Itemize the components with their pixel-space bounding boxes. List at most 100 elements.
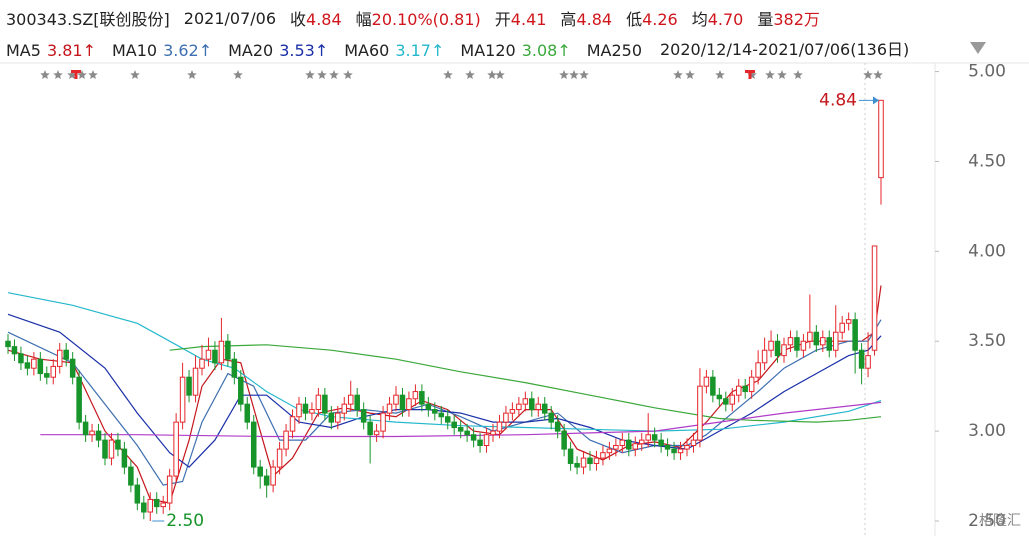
- candle-body: [18, 353, 24, 364]
- candle-body: [723, 398, 729, 405]
- event-star: [329, 70, 339, 79]
- event-star: [863, 70, 873, 79]
- event-flag: [71, 70, 81, 79]
- candle-body: [406, 398, 412, 411]
- ma-trend: ↑: [430, 40, 445, 60]
- candle-body: [212, 349, 218, 364]
- candle-body: [755, 362, 761, 378]
- date-range: 2020/12/14-2021/07/06(136日): [660, 40, 910, 59]
- candle-body: [496, 421, 503, 432]
- event-star: [317, 70, 327, 79]
- event-star: [443, 70, 453, 79]
- candle-body: [703, 376, 710, 387]
- quote-label: 低: [626, 10, 643, 29]
- event-star: [67, 70, 77, 79]
- quote-header: 300343.SZ[联创股份] 2021/07/06 收4.84 幅20.10%(…: [6, 6, 820, 30]
- candle-body: [432, 409, 438, 414]
- candle-body: [638, 439, 645, 445]
- quote-item: 收4.84: [290, 6, 342, 30]
- candle-body: [852, 319, 858, 351]
- candle-body: [457, 427, 464, 432]
- candle-body: [225, 340, 231, 360]
- event-star: [77, 70, 87, 79]
- event-star: [233, 70, 243, 79]
- candle-body: [31, 358, 37, 369]
- candle-body: [257, 466, 263, 477]
- y-tick-label: 3.00: [968, 421, 1006, 441]
- quote-value: 20.10%(0.81): [371, 10, 481, 29]
- candle-body: [89, 430, 95, 436]
- candle-body: [373, 430, 380, 436]
- candle-body: [858, 349, 865, 369]
- candle-body: [76, 376, 82, 423]
- candle-body: [166, 475, 173, 504]
- candle-body: [813, 331, 820, 346]
- quote-item: 开4.41: [495, 6, 547, 30]
- candle-body: [367, 421, 373, 436]
- event-star: [343, 70, 353, 79]
- candle-body: [632, 443, 639, 450]
- candle-body: [761, 349, 768, 364]
- event-star: [579, 70, 589, 79]
- ma-line: [7, 285, 882, 504]
- candle-body: [283, 430, 289, 450]
- candle-body: [684, 445, 690, 450]
- candle-body: [690, 439, 697, 447]
- candle-body: [238, 376, 244, 405]
- candle-body: [826, 337, 833, 351]
- candle-body: [677, 448, 684, 454]
- candle-body: [748, 376, 755, 393]
- candle-body: [134, 484, 141, 504]
- dropdown-icon[interactable]: [970, 42, 986, 54]
- candle-body: [710, 376, 716, 396]
- candle-body: [580, 457, 587, 468]
- candle-body: [289, 416, 296, 432]
- candle-body: [141, 502, 147, 513]
- candle-body: [121, 448, 128, 468]
- candle-body: [24, 362, 31, 369]
- candle-body: [335, 412, 341, 423]
- candle-body: [63, 349, 69, 360]
- candle-body: [186, 376, 192, 396]
- candle-body: [412, 391, 419, 400]
- candle-body: [671, 448, 677, 454]
- event-star: [777, 70, 787, 79]
- candle-body: [548, 412, 554, 423]
- event-star: [673, 70, 683, 79]
- candle-body: [464, 430, 470, 436]
- candle-body: [593, 457, 600, 464]
- candle-body: [341, 403, 348, 414]
- candle-body: [878, 99, 884, 179]
- candle-body: [800, 340, 807, 351]
- candle-body: [509, 409, 516, 414]
- candle-body: [697, 385, 703, 441]
- quote-label: 量: [757, 10, 774, 29]
- candle-body: [516, 403, 522, 411]
- annotation-arrowhead: [873, 96, 879, 105]
- event-star: [685, 70, 695, 79]
- candle-body: [845, 319, 852, 324]
- quote-item: 幅20.10%(0.81): [356, 6, 481, 30]
- candle-body: [5, 340, 11, 348]
- event-star: [487, 70, 497, 79]
- event-star: [465, 70, 475, 79]
- ma-name: MA120: [460, 40, 516, 60]
- ma-line: [7, 319, 882, 486]
- candle-body: [529, 398, 535, 411]
- ma-name: MA250: [586, 40, 643, 60]
- quote-value: 4.70: [707, 10, 744, 29]
- candle-body: [794, 337, 800, 351]
- candle-body: [69, 358, 76, 378]
- event-star: [53, 70, 63, 79]
- candle-body: [561, 430, 567, 450]
- annotation-label: 2.50: [166, 511, 204, 531]
- event-star: [305, 70, 315, 79]
- candle-body: [205, 349, 212, 360]
- ma-value: 3.81: [46, 40, 83, 60]
- quote-label: 开: [494, 10, 511, 29]
- candle-body: [781, 344, 787, 357]
- ma-trend: ↑: [198, 40, 213, 60]
- candle-body: [470, 434, 477, 441]
- candle-body: [735, 385, 742, 396]
- ma-name: MA60: [344, 40, 390, 60]
